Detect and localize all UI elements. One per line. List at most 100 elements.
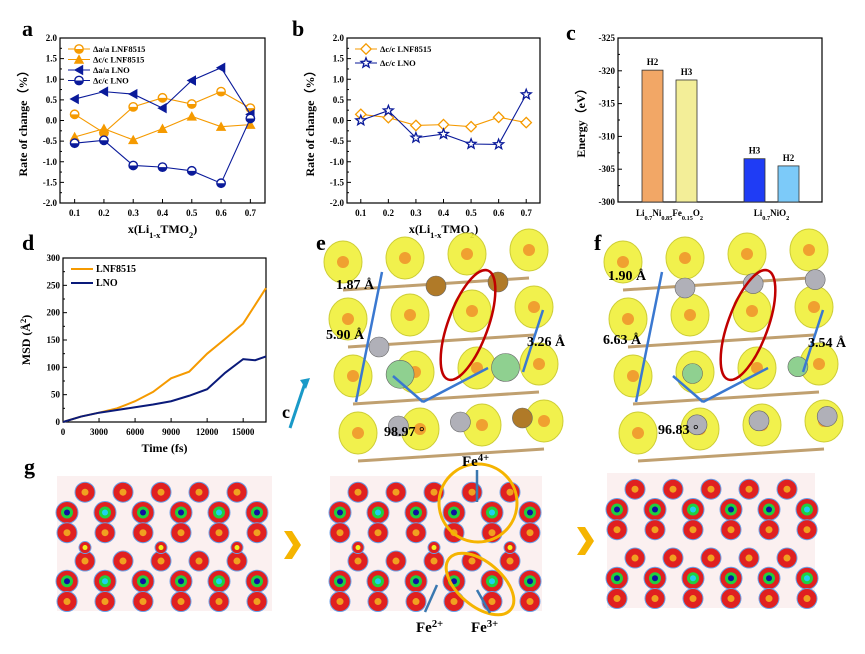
- data-point-half: [99, 140, 109, 145]
- site-center: [64, 509, 70, 516]
- site-center: [216, 509, 222, 516]
- y-tick-label: 0.0: [46, 116, 58, 126]
- metal-atom: [388, 415, 409, 437]
- bond: [409, 337, 473, 345]
- highlight-ellipse: [439, 268, 497, 382]
- site-center: [527, 578, 533, 585]
- x-tick-label: 0.4: [157, 208, 169, 218]
- x-tick-label: 0.6: [493, 208, 505, 218]
- site-center: [178, 509, 184, 516]
- site-center: [195, 488, 203, 496]
- site-center: [727, 595, 735, 603]
- label-e-angle: 98.97 °: [384, 425, 425, 440]
- site-center: [468, 488, 476, 496]
- x-tick-label: 0.5: [186, 208, 198, 218]
- data-point: [354, 113, 368, 127]
- series-line: [62, 355, 267, 423]
- metal-atom: [686, 414, 708, 436]
- site-center: [140, 578, 146, 585]
- bar-label: H2: [647, 57, 659, 67]
- site-center: [489, 578, 495, 585]
- data-point-half: [216, 183, 226, 188]
- site-center: [413, 578, 419, 585]
- site-center: [354, 488, 362, 496]
- x-axis-title: Time (fs): [141, 441, 187, 455]
- data-point: [69, 131, 80, 142]
- data-point-half: [158, 167, 167, 172]
- site-center: [157, 557, 165, 565]
- data-point-half: [246, 118, 255, 123]
- oxygen-atom: [627, 370, 639, 382]
- site-center: [412, 598, 420, 606]
- process-arrow: [284, 531, 301, 559]
- y-tick-label: 300: [47, 253, 61, 263]
- site-center: [652, 506, 658, 513]
- site-center: [728, 506, 734, 513]
- oxygen-atom: [741, 248, 753, 260]
- oxygen-atom: [803, 244, 815, 256]
- x-tick-label: 0: [61, 427, 66, 437]
- site-center: [336, 598, 344, 606]
- y-tick-label: -310: [599, 131, 616, 141]
- x-category-label: Li0.7Ni0.85Fe0.15O2: [636, 208, 703, 222]
- metal-atom: [385, 359, 415, 389]
- data-point-half: [187, 170, 196, 176]
- site-center: [119, 557, 127, 565]
- y-tick-label: -1.0: [330, 157, 345, 167]
- label-fe4: Fe4+: [462, 453, 489, 471]
- distance-arrow: [521, 309, 545, 373]
- angle-arrow: [392, 375, 424, 403]
- data-point: [215, 62, 226, 73]
- y-tick-label: -320: [599, 66, 616, 76]
- metal-atom: [425, 275, 447, 297]
- site-center: [451, 578, 457, 585]
- data-point: [492, 111, 505, 124]
- site-center: [614, 506, 620, 513]
- label-e-diag: 5.90 Å: [326, 327, 365, 343]
- site-center: [526, 598, 534, 606]
- bar-label: H3: [749, 146, 761, 156]
- y-tick-label: 250: [47, 280, 61, 290]
- data-point: [157, 123, 168, 133]
- bond: [481, 447, 545, 455]
- site-center: [526, 529, 534, 537]
- fe4-highlight: [437, 462, 519, 544]
- site-center: [81, 557, 89, 565]
- distance-arrow: [634, 271, 664, 403]
- site-center: [215, 598, 223, 606]
- x-tick-label: 0.7: [245, 208, 257, 218]
- panel-label-a: a: [22, 16, 33, 41]
- site-center: [506, 488, 514, 496]
- oxygen-atom: [622, 313, 634, 325]
- data-point: [245, 119, 256, 129]
- legend-marker: [359, 55, 373, 69]
- data-point: [215, 121, 227, 131]
- oxygen-atom: [684, 309, 696, 321]
- site-center: [195, 557, 203, 565]
- site-center: [216, 578, 222, 585]
- site-center: [489, 509, 495, 516]
- legend-label: Δc/c LNO: [380, 58, 416, 68]
- oxygen-atom: [538, 415, 550, 427]
- legend-label: LNF8515: [96, 264, 136, 275]
- charge-density-maps: Fe4+ Fe2+ Fe3+: [55, 453, 819, 636]
- panel-label-g: g: [24, 454, 35, 479]
- bar-label: H3: [681, 67, 693, 77]
- highlight-ellipse: [719, 268, 777, 382]
- site-center: [102, 509, 108, 516]
- bond: [471, 333, 535, 341]
- data-point: [98, 123, 110, 133]
- legend-marker: [359, 42, 373, 56]
- series-1: Δc/c LNO: [354, 55, 533, 151]
- data-point-half: [70, 114, 79, 119]
- data-point-half: [70, 143, 79, 148]
- y-tick-label: 1.5: [333, 54, 345, 64]
- charge-map-0: [55, 476, 272, 613]
- charts: -2.0 -1.5 -1.0 -0.5 0.0 0.5 1.0 1.5 2.0 Rate of c…: [15, 33, 823, 455]
- x-tick-label: 0.1: [69, 208, 81, 218]
- metal-atom: [491, 353, 520, 382]
- oxygen-atom: [808, 301, 820, 313]
- oxygen-atom: [461, 248, 473, 260]
- y-tick-label: -1.5: [43, 177, 58, 187]
- y-tick-label: 1.5: [46, 54, 58, 64]
